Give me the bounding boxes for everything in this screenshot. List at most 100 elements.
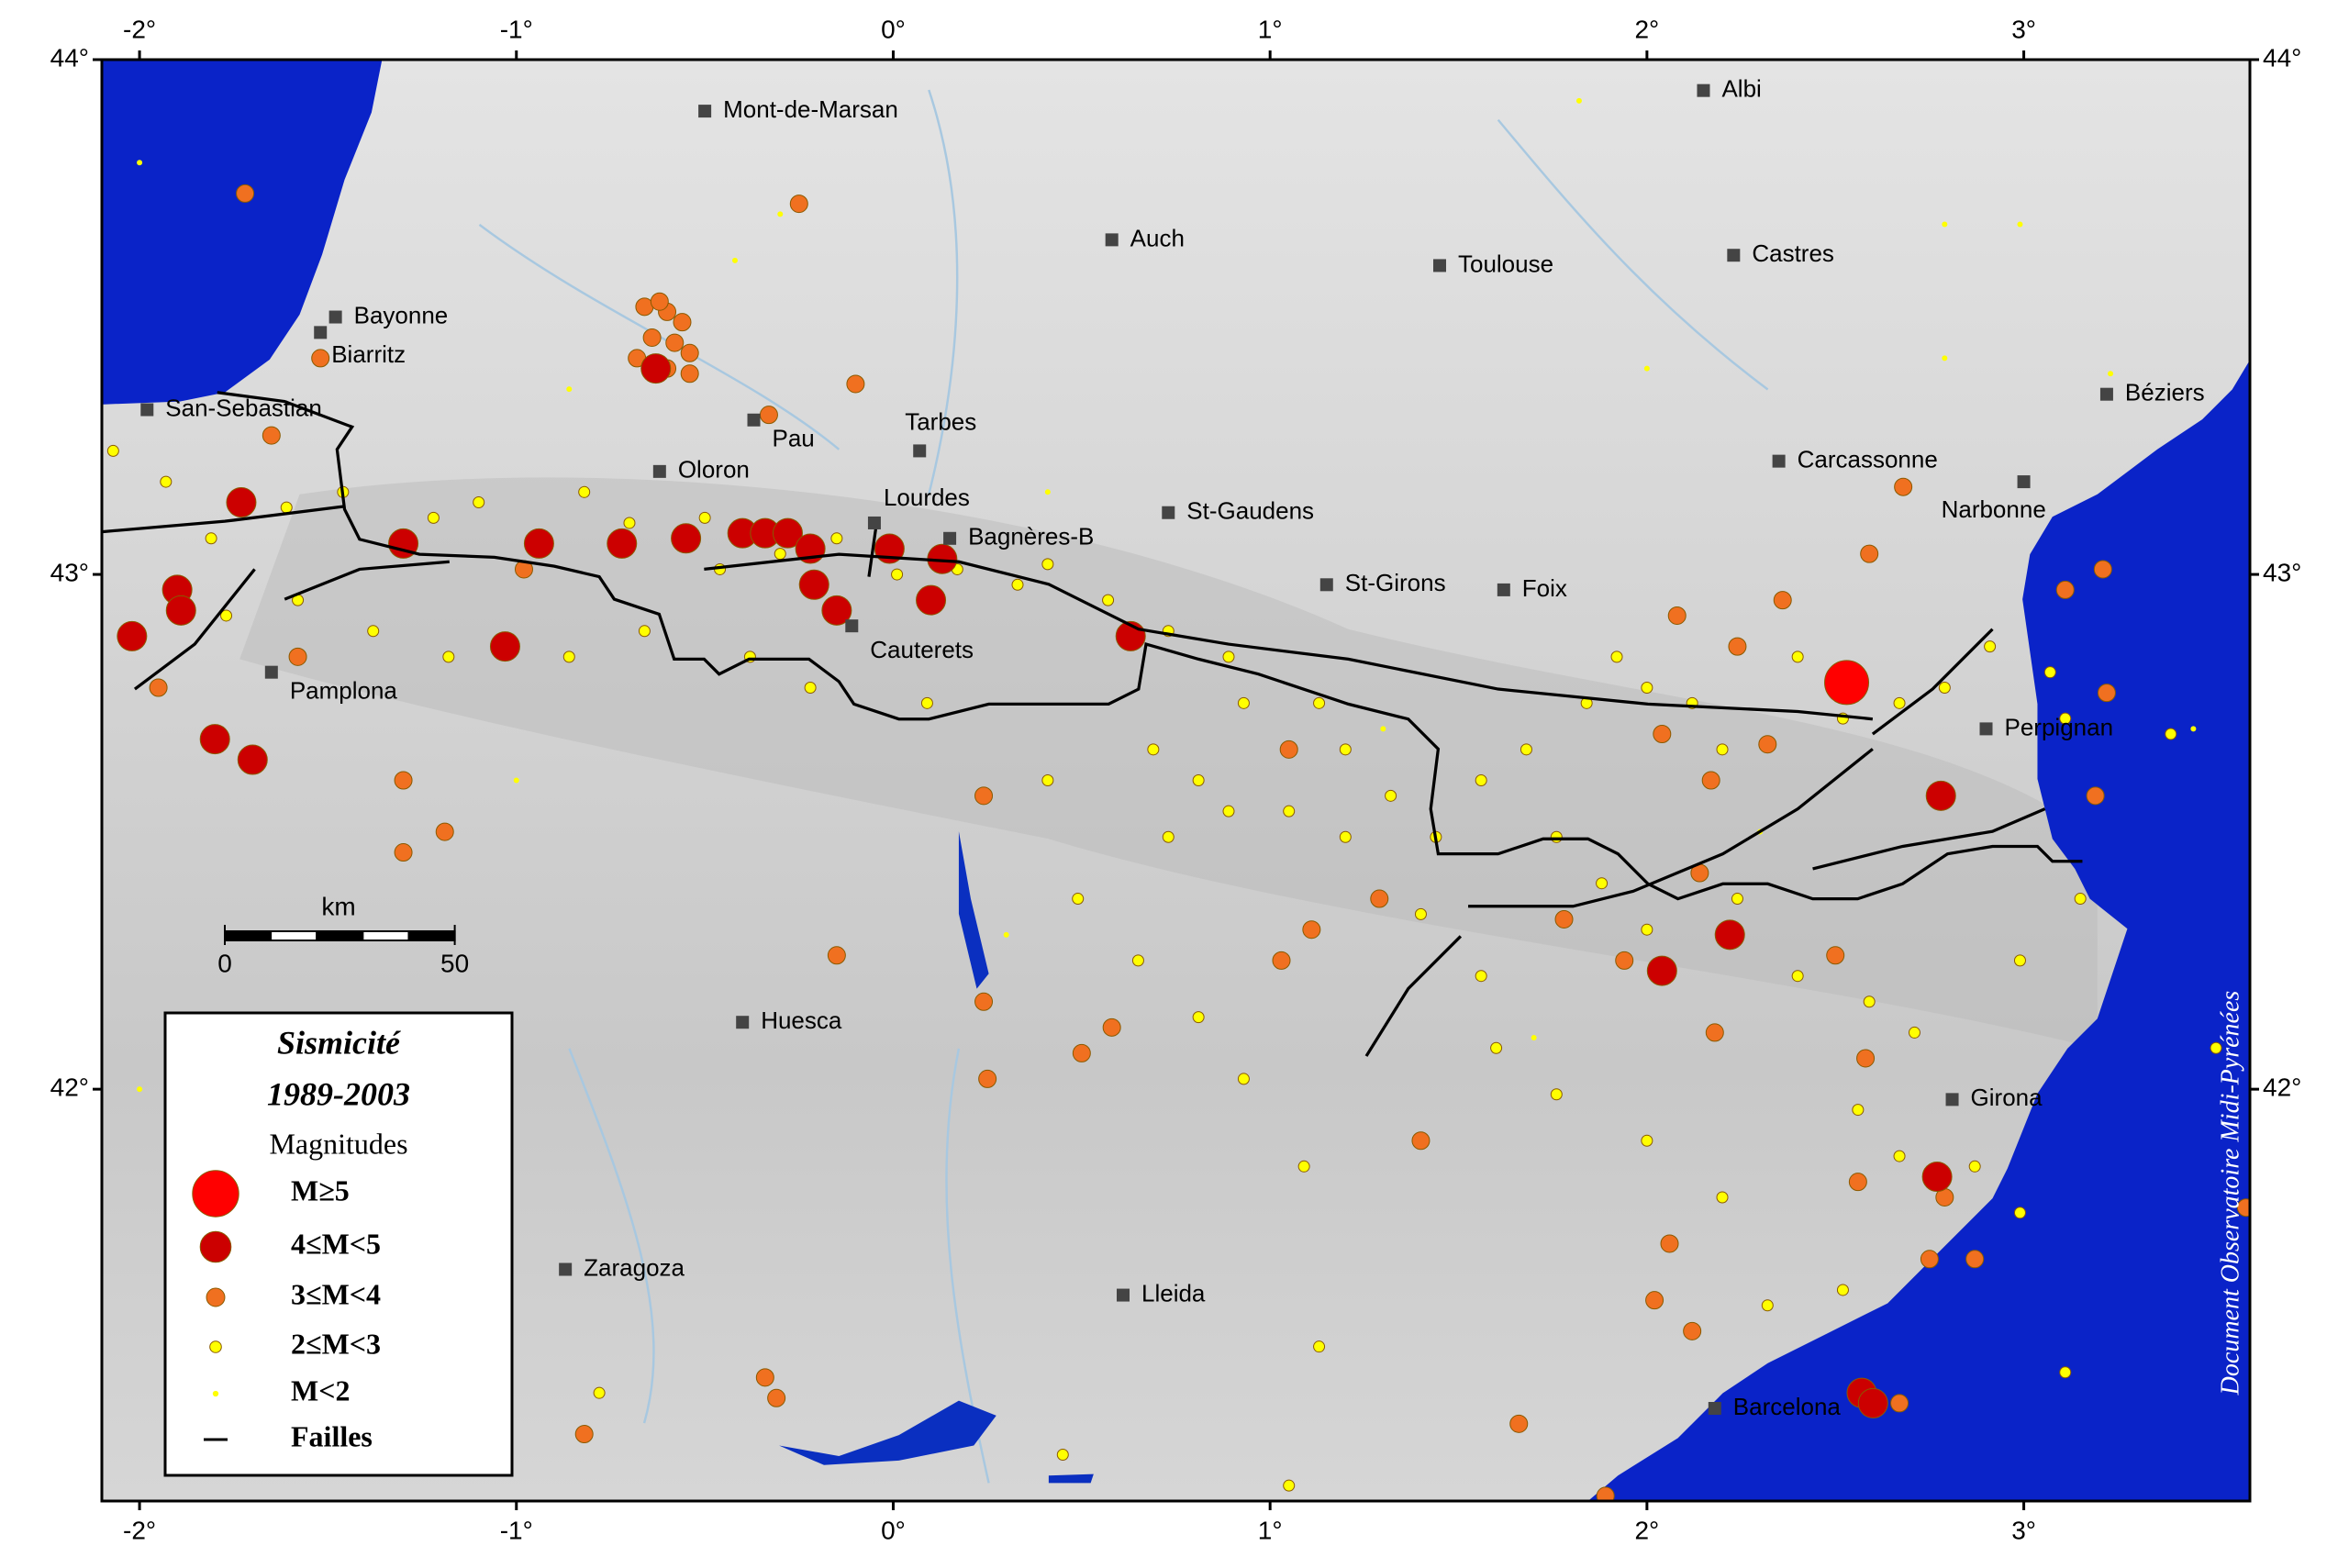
- x-tick-label: -2°: [123, 1516, 156, 1544]
- city-marker: [1979, 722, 1993, 736]
- earthquake: [1072, 893, 1085, 906]
- city-label: Castres: [1752, 239, 1834, 267]
- earthquake: [1683, 1321, 1702, 1340]
- earthquake: [1339, 743, 1352, 756]
- earthquake: [804, 682, 817, 695]
- city-marker: [867, 516, 881, 529]
- earthquake: [1893, 696, 1906, 709]
- city-label: Narbonne: [1942, 495, 2046, 523]
- legend-symbol: [209, 1340, 222, 1353]
- earthquake: [1072, 1043, 1091, 1062]
- y-tick-label: 44°: [50, 43, 89, 72]
- city-label: Bagnères-B: [968, 523, 1094, 550]
- city-label: Albi: [1721, 75, 1761, 103]
- earthquake: [1192, 774, 1205, 786]
- earthquake: [640, 353, 672, 384]
- earthquake: [2165, 728, 2177, 740]
- scale-label: 50: [440, 949, 469, 977]
- earthquake: [367, 625, 380, 638]
- earthquake: [1791, 970, 1804, 983]
- earthquake: [1596, 877, 1609, 890]
- earthquake: [442, 651, 455, 663]
- earthquake: [1836, 1284, 1849, 1296]
- earthquake: [774, 548, 786, 561]
- earthquake: [1714, 919, 1745, 951]
- earthquake: [1370, 889, 1389, 908]
- earthquake: [891, 568, 904, 581]
- earthquake: [2086, 786, 2105, 806]
- city-label: Auch: [1130, 224, 1185, 251]
- legend-label: Failles: [291, 1419, 373, 1452]
- earthquake: [1237, 1073, 1250, 1085]
- fault: [1468, 748, 1874, 908]
- legend: Sismicité 1989-2003 Magnitudes M≥5 4≤M<5 3…: [163, 1011, 514, 1477]
- earthquake: [280, 501, 293, 514]
- earthquake: [789, 195, 808, 214]
- earthquake: [1728, 637, 1747, 656]
- earthquake: [593, 1386, 606, 1399]
- earthquake: [846, 374, 865, 394]
- city-label: Barcelona: [1733, 1393, 1842, 1420]
- earthquake: [798, 569, 829, 600]
- earthquake: [1908, 1026, 1920, 1039]
- earthquake: [673, 313, 692, 332]
- fault: [1812, 807, 2046, 871]
- city-label: Tarbes: [905, 407, 976, 435]
- earthquake: [1279, 740, 1298, 759]
- scale-bar: km 0 50: [217, 892, 469, 977]
- x-tick-label: 3°: [2011, 15, 2036, 43]
- legend-symbol: [206, 1287, 226, 1307]
- city-marker: [2099, 387, 2113, 401]
- earthquake: [1761, 1299, 1774, 1312]
- earthquake: [1610, 651, 1623, 663]
- x-tick-label: 0°: [881, 15, 906, 43]
- city-label: Bayonne: [354, 301, 449, 328]
- city-label: Lleida: [1141, 1279, 1206, 1307]
- mediterranean-sea: [1587, 360, 2250, 1501]
- legend-label: M<2: [291, 1373, 350, 1407]
- scale-segment: [362, 930, 410, 941]
- city-marker: [314, 326, 328, 339]
- earthquake: [1716, 1191, 1729, 1204]
- y-tick-label: 43°: [2263, 558, 2301, 586]
- earthquake: [149, 678, 168, 697]
- x-tick-label: -1°: [500, 15, 533, 43]
- earthquake: [1162, 830, 1174, 843]
- legend-symbol: [192, 1170, 239, 1218]
- city-label: Perpignan: [2005, 713, 2114, 740]
- city-marker: [652, 464, 666, 478]
- earthquake: [1475, 970, 1487, 983]
- earthquake: [1414, 907, 1427, 920]
- earthquake: [106, 444, 119, 457]
- city-marker: [1432, 259, 1446, 272]
- earthquake: [1773, 591, 1792, 610]
- earthquake: [827, 946, 846, 965]
- earthquake: [1041, 558, 1054, 571]
- earthquake: [1921, 1162, 1953, 1193]
- city-label: Pau: [773, 425, 815, 452]
- earthquake: [650, 292, 669, 311]
- earthquake: [2043, 666, 2056, 679]
- earthquake: [1380, 726, 1386, 732]
- earthquake: [2059, 712, 2072, 725]
- earthquake: [1192, 1011, 1205, 1024]
- city-label: San-Sebastian: [165, 394, 322, 421]
- legend-subtitle: 1989-2003: [267, 1075, 410, 1112]
- city-marker: [1727, 249, 1741, 262]
- legend-label: 4≤M<5: [291, 1227, 381, 1260]
- x-tick-label: -1°: [500, 1516, 533, 1544]
- earthquake: [1942, 355, 1948, 361]
- city-label: Mont-de-Marsan: [723, 95, 898, 123]
- earthquake: [513, 777, 519, 784]
- axes: -2° -2° -1° -1° 0° 0° 1° 1° 2° 2° 3° 3° 44° 44° 43° 43°…: [50, 15, 2302, 1544]
- mountain-shading: [239, 477, 2098, 1049]
- earthquake: [2093, 560, 2112, 579]
- city-label: Oloron: [678, 456, 750, 484]
- earthquake: [262, 426, 281, 445]
- earthquake: [1925, 780, 1956, 811]
- earthquake: [2013, 954, 2026, 967]
- cities: Mont-de-Marsan Albi Auch Toulouse Castres Bay…: [140, 75, 2205, 1420]
- earthquake: [1848, 1173, 1867, 1192]
- earthquake: [731, 257, 738, 263]
- x-tick-label: 2°: [1634, 15, 1659, 43]
